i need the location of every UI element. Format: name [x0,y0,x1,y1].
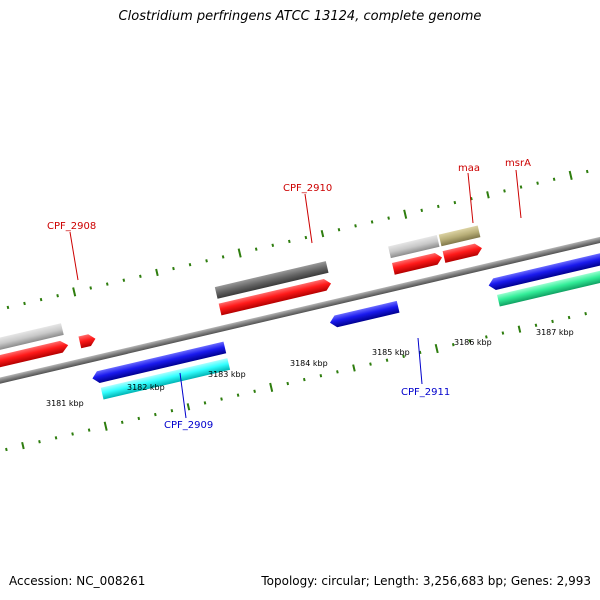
accession-text: Accession: NC_008261 [9,574,146,588]
feature-right-green[interactable] [497,261,600,307]
feature-msra-red-arrow[interactable] [442,242,484,263]
feature-cpf2908-red-arrow[interactable] [78,333,96,349]
feature-cpf2911-blue-arrow[interactable] [329,300,400,329]
feature-msra-khaki[interactable] [438,225,481,247]
feature-right-blue-arrow[interactable] [487,244,600,292]
gene-label-cpf2909[interactable]: CPF_2909 [164,420,213,431]
feature-maa-gray[interactable] [388,235,440,259]
tick-label-3185: 3185 kbp [372,348,410,357]
feature-left-red-arrow[interactable] [0,339,70,380]
forward-ticks [6,169,589,310]
genome-backbone [0,215,600,404]
genome-summary-text: Topology: circular; Length: 3,256,683 bp… [261,574,591,588]
reverse-ticks [5,311,587,452]
tick-label-3184: 3184 kbp [290,359,328,368]
gene-label-msra[interactable]: msrA [505,158,531,169]
gene-label-maa[interactable]: maa [458,163,480,174]
gene-label-cpf2910[interactable]: CPF_2910 [283,183,332,194]
feature-left-lightgray[interactable] [0,323,64,363]
map-title: Clostridium perfringens ATCC 13124, comp… [118,9,482,24]
feature-maa-red-arrow[interactable] [391,252,443,275]
forward-leader-lines [69,169,522,281]
feature-cpf2910-gray[interactable] [214,261,329,299]
feature-cpf2909-blue-arrow[interactable] [91,341,227,385]
tick-label-3186: 3186 kbp [454,338,492,347]
gene-label-cpf2911[interactable]: CPF_2911 [401,387,450,398]
feature-cpf2910-red-arrow[interactable] [218,278,333,316]
tick-label-3183: 3183 kbp [208,370,246,379]
reverse-leader-lines [179,337,423,419]
feature-cpf2909-cyan[interactable] [100,358,231,400]
gene-label-cpf2908[interactable]: CPF_2908 [47,221,96,232]
tick-label-3181: 3181 kbp [46,399,84,408]
tick-label-3182: 3182 kbp [127,383,165,392]
tick-label-3187: 3187 kbp [536,328,574,337]
